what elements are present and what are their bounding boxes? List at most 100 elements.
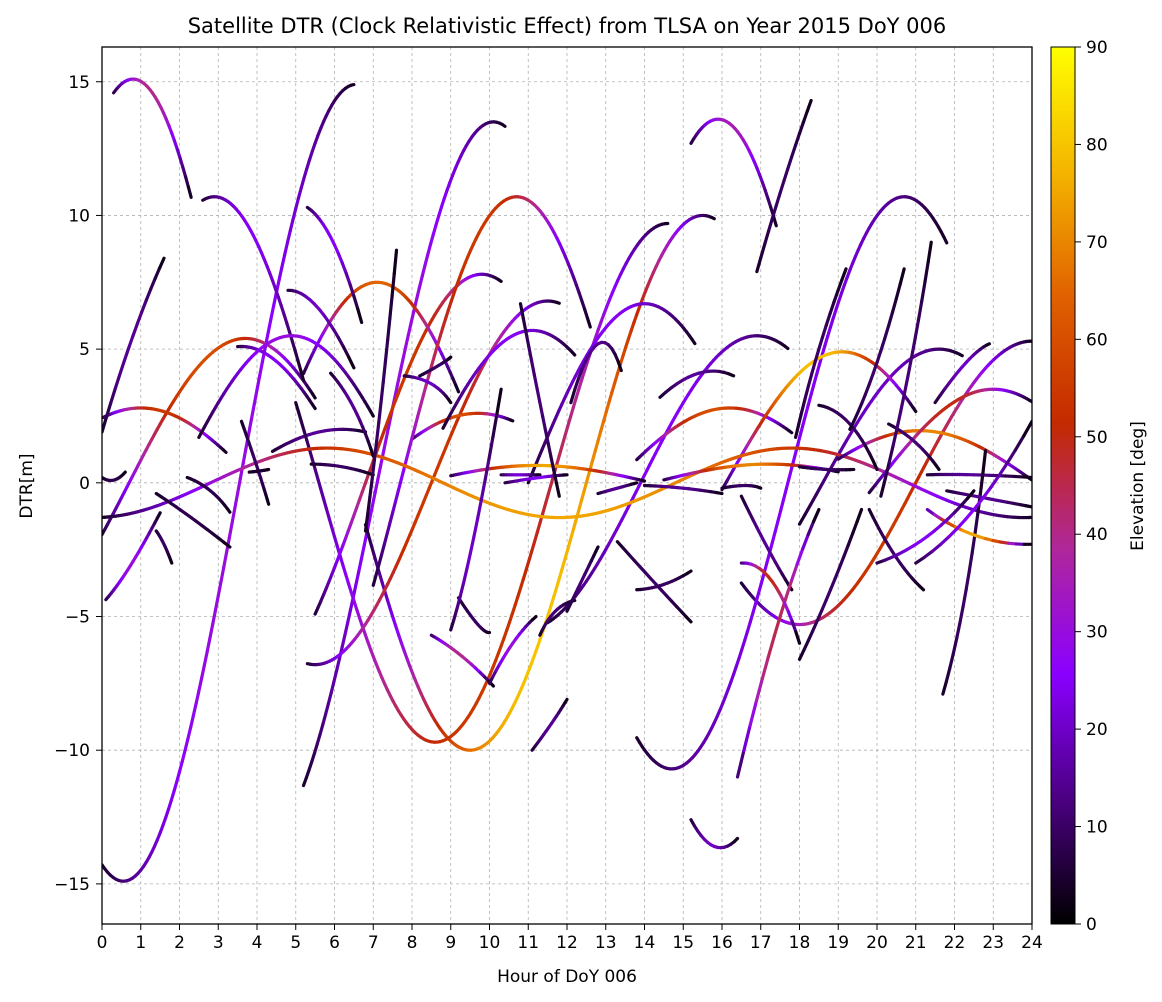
y-tick-label: −15: [54, 875, 90, 895]
track-segment: [851, 520, 859, 536]
colorbar-tick-label: 60: [1086, 330, 1108, 350]
track-segment: [794, 131, 802, 147]
track-segment: [754, 591, 761, 605]
track-segment: [135, 310, 144, 326]
track-segment: [964, 570, 971, 592]
track-segment: [373, 476, 380, 494]
track-segment: [381, 359, 388, 384]
colorbar-tick-label: 70: [1086, 233, 1108, 253]
track-segment: [820, 323, 828, 339]
track-segment: [404, 333, 410, 349]
track-segment: [557, 443, 564, 457]
track-segment: [585, 469, 592, 483]
track-segment: [833, 469, 840, 474]
track-segment: [395, 370, 402, 388]
track-segment: [331, 327, 341, 340]
track-segment: [568, 528, 575, 542]
track-segment: [798, 423, 805, 438]
track-segment: [530, 540, 537, 553]
track-segment: [446, 397, 453, 405]
track-segment: [296, 186, 303, 200]
y-tick-label: −5: [65, 608, 90, 628]
track-segment: [413, 414, 420, 429]
track-segment: [923, 260, 930, 284]
track-segment: [109, 386, 117, 405]
track-segment: [385, 521, 392, 536]
track-segment: [186, 726, 193, 741]
track-segment: [811, 619, 819, 633]
track-segment: [458, 581, 466, 598]
track-segment: [579, 489, 586, 503]
track-segment: [765, 551, 772, 565]
track-segment: [980, 486, 993, 501]
track-segment: [332, 669, 339, 684]
track-segment: [418, 393, 425, 408]
track-segment: [368, 477, 374, 499]
track-segment: [800, 396, 807, 413]
track-segment: [544, 492, 550, 506]
track-segment: [476, 498, 483, 521]
track-segment: [754, 677, 764, 704]
x-tick-label: 3: [213, 933, 224, 953]
track-segment: [447, 355, 453, 360]
track-segment: [140, 298, 148, 314]
track-segment: [191, 701, 198, 718]
track-segment: [786, 155, 794, 171]
track-segment: [939, 535, 951, 546]
track-segment: [920, 280, 927, 303]
x-tick-label: 16: [711, 933, 733, 953]
track-segment: [690, 337, 697, 346]
track-segment: [815, 609, 824, 623]
track-segment: [222, 540, 232, 549]
track-segment: [487, 435, 495, 461]
track-segment: [794, 422, 801, 439]
x-tick-label: 2: [174, 933, 185, 953]
track-segment: [794, 630, 802, 645]
track-segment: [374, 420, 381, 444]
x-tick-label: 0: [97, 933, 108, 953]
track-segment: [310, 392, 317, 400]
track-segment: [805, 98, 813, 113]
track-segment: [393, 489, 400, 504]
track-segment: [302, 166, 309, 180]
track-segment: [781, 487, 788, 502]
track-segment: [599, 419, 606, 433]
track-segment: [577, 365, 585, 379]
track-segment: [532, 373, 539, 391]
track-segment: [570, 350, 577, 357]
track-segment: [817, 335, 825, 351]
track-segment: [277, 265, 284, 282]
track-segment: [366, 532, 373, 546]
track-segment: [786, 610, 794, 623]
track-segment: [384, 423, 391, 440]
track-segment: [258, 359, 265, 378]
track-segment: [241, 446, 248, 466]
track-segment: [491, 411, 499, 439]
track-segment: [288, 217, 295, 233]
track-segment: [461, 566, 469, 585]
track-segment: [121, 470, 127, 476]
x-tick-label: 10: [479, 933, 501, 953]
track-segment: [302, 429, 309, 443]
track-segment: [790, 619, 798, 634]
track-segment: [352, 294, 360, 311]
chart-title: Satellite DTR (Clock Relativistic Effect…: [188, 14, 947, 38]
track-segment: [745, 620, 752, 633]
track-segment: [926, 240, 933, 264]
track-segment: [336, 251, 344, 265]
track-segment: [899, 392, 906, 414]
track-segment: [183, 175, 190, 189]
track-segment: [828, 577, 837, 592]
track-segment: [787, 466, 794, 481]
track-segment: [230, 506, 237, 525]
track-segment: [727, 372, 736, 378]
track-segment: [349, 82, 356, 87]
track-segment: [770, 203, 778, 220]
track-segment: [742, 724, 752, 753]
track-segment: [372, 440, 379, 463]
track-segment: [685, 569, 693, 576]
track-segment: [776, 509, 783, 523]
x-tick-label: 14: [634, 933, 656, 953]
track-segment: [377, 571, 384, 584]
track-segment: [296, 358, 303, 372]
